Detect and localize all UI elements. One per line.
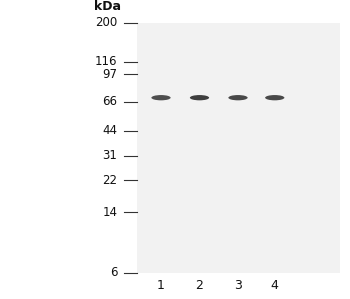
Text: 44: 44 xyxy=(102,124,117,137)
Text: 2: 2 xyxy=(196,279,203,292)
Ellipse shape xyxy=(151,95,171,100)
Ellipse shape xyxy=(229,95,248,100)
Text: 4: 4 xyxy=(271,279,279,292)
Text: kDa: kDa xyxy=(94,0,121,13)
Text: 66: 66 xyxy=(102,95,117,108)
Text: 1: 1 xyxy=(157,279,165,292)
Ellipse shape xyxy=(190,95,209,100)
Text: 22: 22 xyxy=(102,174,117,187)
Text: 116: 116 xyxy=(95,55,117,68)
Text: 6: 6 xyxy=(110,266,117,279)
Text: 31: 31 xyxy=(102,149,117,162)
Text: 97: 97 xyxy=(102,68,117,81)
Bar xyxy=(136,23,340,273)
Text: 14: 14 xyxy=(102,206,117,219)
Ellipse shape xyxy=(265,95,284,100)
Text: 200: 200 xyxy=(95,16,117,30)
Text: 3: 3 xyxy=(234,279,242,292)
